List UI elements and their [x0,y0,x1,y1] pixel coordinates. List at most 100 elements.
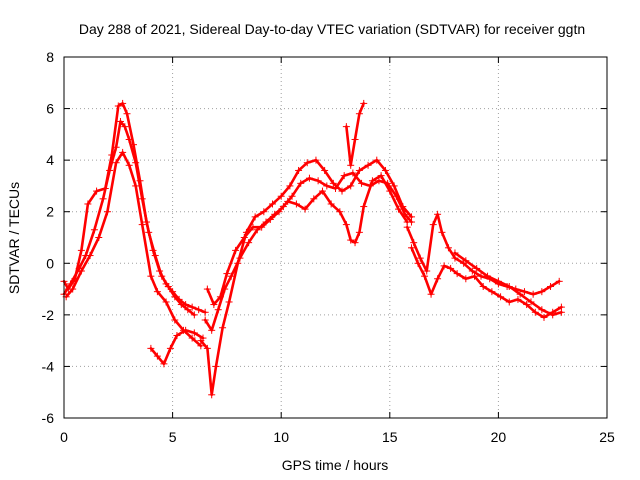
series-track-f [201,169,416,334]
data-point [190,311,198,319]
data-point [479,282,487,290]
data-point [201,308,209,316]
data-point [212,362,220,370]
data-point [297,179,305,187]
data-point [444,244,452,252]
data-point [216,293,224,301]
data-point [531,308,539,316]
data-point [414,259,422,267]
data-point [355,166,363,174]
data-point [184,306,192,314]
series-line [64,151,203,348]
data-point [358,179,366,187]
data-point [312,156,320,164]
data-point [295,166,303,174]
data-point [484,272,492,280]
data-point [529,290,537,298]
data-point [310,195,318,203]
data-point [514,295,522,303]
data-point [93,187,101,195]
data-point [410,239,418,247]
series-track-b [60,117,198,319]
data-point [208,326,216,334]
series-line [62,102,207,314]
series-line [453,251,563,317]
data-point [381,166,389,174]
data-point [505,298,513,306]
data-point [171,293,179,301]
data-point [188,334,196,342]
data-point [301,205,309,213]
data-point [182,326,190,334]
data-point [112,159,120,167]
plot-frame [63,56,608,419]
data-point [95,234,103,241]
data-point [451,249,459,257]
data-point [373,156,381,164]
data-point [214,306,222,314]
y-tick-label: 4 [46,152,54,168]
data-point [386,187,394,195]
data-point [190,329,198,337]
data-point [321,166,329,174]
data-point [538,288,546,296]
data-point [423,267,431,275]
y-tick-label: 6 [46,101,54,117]
data-point [538,306,546,314]
data-point [523,301,531,309]
data-point [488,288,496,296]
data-point [549,311,557,319]
data-point [99,195,107,203]
data-point [471,272,479,280]
data-point [473,264,481,272]
data-point [77,267,85,275]
data-point [505,282,513,290]
data-point [166,344,174,352]
data-point [390,182,398,190]
data-point [195,306,203,314]
data-point [329,179,337,187]
data-point [434,275,442,283]
data-point [210,301,218,309]
data-point [132,182,140,190]
data-point [427,290,435,298]
data-point [90,226,98,234]
data-point [438,228,446,236]
y-tick-label: 8 [46,49,54,65]
data-point [269,200,277,208]
data-point [138,195,146,203]
data-point [434,210,442,218]
data-point [284,197,292,205]
x-tick-label: 25 [599,429,615,445]
y-tick-label: 0 [46,255,54,271]
data-point [332,185,339,193]
data-point [429,221,437,229]
data-point [286,182,294,190]
data-point [340,172,348,180]
data-point [171,316,179,324]
data-point [516,290,524,298]
data-point [347,161,355,169]
series-track-a [60,99,209,316]
series-line [206,174,409,306]
x-tick-label: 5 [169,429,177,445]
data-point [323,182,331,190]
x-tick-label: 10 [273,429,289,445]
data-point [162,298,170,306]
data-point [77,246,85,254]
data-point [360,203,368,211]
series-line [203,171,413,332]
data-point [351,136,359,144]
data-point [203,285,211,293]
y-tick-label: 2 [46,204,54,220]
data-point [497,293,505,301]
data-point [69,285,77,293]
data-point [153,352,161,360]
data-point [292,200,300,208]
data-point [477,272,485,280]
data-point [123,110,131,118]
series-track-k [451,249,565,319]
data-point [132,159,140,167]
series-line [62,120,196,317]
